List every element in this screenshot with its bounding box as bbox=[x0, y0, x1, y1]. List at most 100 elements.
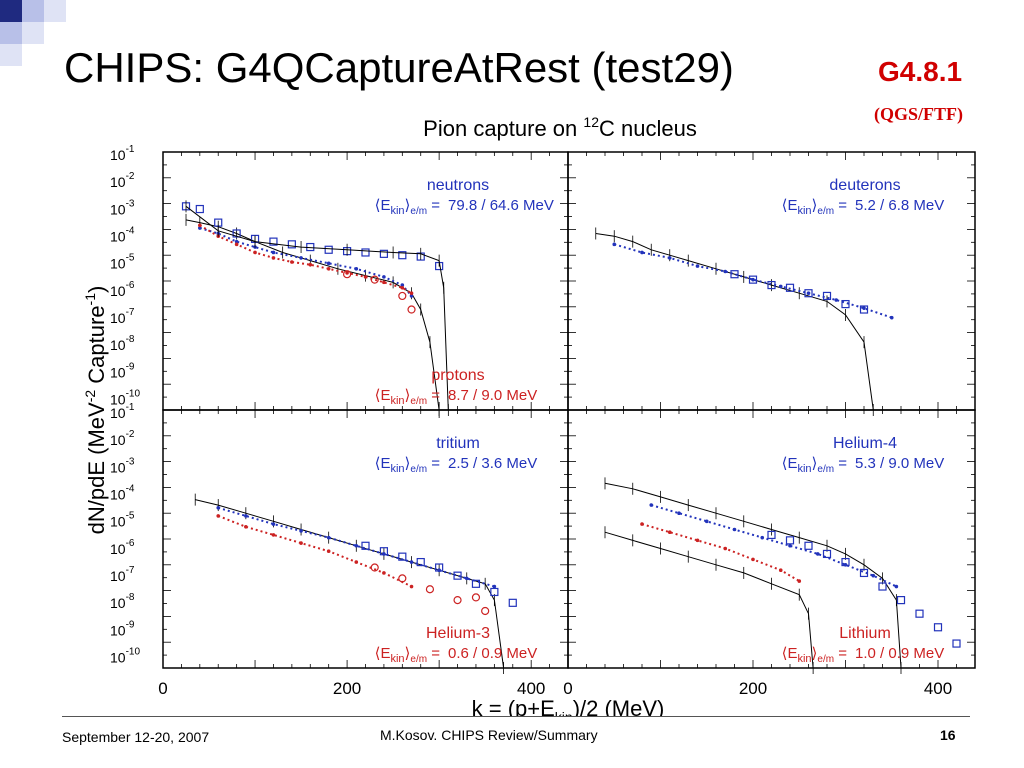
y-tick-label: 10-7 bbox=[110, 307, 135, 326]
data-point bbox=[398, 251, 407, 260]
data-point bbox=[841, 299, 850, 309]
data-point bbox=[815, 552, 820, 556]
x-tick-label: 400 bbox=[924, 679, 952, 698]
y-tick-exp: -7 bbox=[126, 565, 135, 576]
y-tick-exp: -6 bbox=[126, 280, 135, 291]
y-tick-base: 10 bbox=[110, 568, 126, 584]
data-point bbox=[464, 576, 469, 581]
panel-frame bbox=[162, 409, 569, 669]
series-chips-red bbox=[640, 522, 802, 583]
y-tick-exp: -8 bbox=[126, 592, 135, 603]
data-point bbox=[748, 275, 758, 284]
y-axis-label-sup: -2 bbox=[82, 390, 98, 403]
y-tick-label: 10-1 bbox=[110, 144, 135, 163]
chart-title-sup: 12 bbox=[583, 114, 599, 130]
data-trend bbox=[651, 504, 897, 588]
data-point bbox=[308, 262, 313, 267]
panel-label: tritium ⟨Ekin⟩e/m = 2.5 / 3.6 MeV bbox=[375, 435, 538, 475]
panel-label: Lithium ⟨Ekin⟩e/m = 1.0 / 0.9 MeV bbox=[782, 625, 945, 665]
y-tick-exp: -4 bbox=[126, 225, 135, 236]
x-axis-label: k = (p+Ekin)/2 (MeV) bbox=[472, 696, 665, 716]
y-tick-exp: -1 bbox=[126, 402, 135, 413]
data-point bbox=[894, 584, 899, 589]
decor-square bbox=[0, 22, 22, 44]
data-point bbox=[767, 280, 776, 290]
y-tick-exp: -1 bbox=[126, 144, 135, 155]
data-point bbox=[952, 639, 961, 648]
data-trend bbox=[641, 523, 800, 582]
data-point bbox=[730, 270, 739, 279]
data-point bbox=[354, 543, 359, 548]
data-point bbox=[471, 579, 481, 588]
data-point bbox=[859, 305, 869, 314]
y-tick-exp: -10 bbox=[126, 388, 141, 399]
data-point bbox=[361, 248, 370, 257]
slide-title: CHIPS: G4QCaptureAtRest (test29) bbox=[64, 44, 734, 91]
chart-panel: deuterons ⟨Ekin⟩e/m = 5.2 / 6.8 MeV bbox=[567, 151, 976, 416]
series-data bbox=[604, 477, 902, 674]
y-tick-label: 10-5 bbox=[110, 511, 135, 530]
y-tick-label: 10-7 bbox=[110, 565, 135, 584]
y-tick-base: 10 bbox=[110, 228, 126, 244]
particle-name: Helium-4 bbox=[833, 435, 897, 452]
data-point bbox=[822, 549, 832, 559]
data-point bbox=[822, 291, 832, 301]
y-tick-label: 10-5 bbox=[110, 253, 135, 272]
data-point bbox=[409, 584, 414, 589]
y-tick-exp: -2 bbox=[126, 429, 135, 440]
pion-capture-figure: Pion capture on 12C nucleus neutrons ⟨Eki… bbox=[82, 114, 976, 716]
ekin-value: 8.7 / 9.0 MeV bbox=[448, 387, 537, 404]
y-tick-label: 10-2 bbox=[110, 429, 135, 448]
chart-title: Pion capture on 12C nucleus bbox=[423, 114, 697, 141]
data-point bbox=[471, 593, 481, 602]
y-tick-exp: -3 bbox=[126, 456, 135, 467]
y-tick-label: 10-8 bbox=[110, 334, 135, 353]
y-tick-base: 10 bbox=[110, 541, 126, 557]
data-point bbox=[342, 270, 352, 279]
ekin-value: 5.3 / 9.0 MeV bbox=[855, 455, 944, 472]
y-tick-base: 10 bbox=[110, 174, 126, 190]
y-tick-label: 10-4 bbox=[110, 225, 135, 244]
data-point bbox=[804, 541, 813, 550]
panel-label: protons ⟨Ekin⟩e/m = 8.7 / 9.0 MeV bbox=[375, 367, 538, 407]
particle-name: neutrons bbox=[427, 177, 489, 194]
data-point bbox=[398, 552, 407, 561]
y-tick-base: 10 bbox=[110, 514, 126, 530]
series-data bbox=[595, 227, 874, 416]
x-tick-label: 400 bbox=[517, 679, 545, 698]
data-point bbox=[785, 283, 795, 292]
y-tick-base: 10 bbox=[110, 256, 126, 272]
data-point bbox=[767, 530, 776, 540]
series-chips-blue bbox=[612, 242, 894, 320]
y-tick-label: 10-6 bbox=[110, 280, 135, 299]
panel-label: Helium-4 ⟨Ekin⟩e/m = 5.3 / 9.0 MeV bbox=[782, 435, 945, 475]
series-blue-squares bbox=[767, 530, 961, 648]
ekin-value: 1.0 / 0.9 MeV bbox=[855, 645, 944, 662]
x-axis-label-end: )/2 (MeV) bbox=[573, 696, 665, 716]
chart-panel: neutrons ⟨Ekin⟩e/m = 79.8 / 64.6 MeV proton… bbox=[162, 151, 569, 416]
y-tick-base: 10 bbox=[110, 201, 126, 217]
series-chips-red bbox=[216, 514, 414, 589]
data-point bbox=[379, 547, 389, 556]
data-point bbox=[481, 606, 490, 616]
data-point bbox=[933, 623, 943, 632]
footer-author: M.Kosov. CHIPS Review/Summary bbox=[380, 727, 598, 743]
ekin-symbol: ⟨Ekin⟩e/m = bbox=[375, 455, 441, 475]
data-point bbox=[324, 245, 333, 254]
data-point bbox=[271, 533, 276, 537]
series-blue-squares bbox=[361, 541, 517, 607]
series-data bbox=[185, 213, 440, 416]
data-point bbox=[370, 275, 379, 284]
series-data bbox=[185, 200, 449, 416]
data-point bbox=[269, 237, 278, 246]
y-axis-label-mid: Capture bbox=[84, 305, 109, 389]
y-tick-label: 10-4 bbox=[110, 483, 135, 502]
y-tick-base: 10 bbox=[110, 595, 126, 611]
data-point bbox=[195, 204, 204, 214]
y-tick-exp: -3 bbox=[126, 198, 135, 209]
ekin-symbol: ⟨Ekin⟩e/m = bbox=[782, 645, 848, 665]
ekin-value: 2.5 / 3.6 MeV bbox=[448, 455, 537, 472]
data-point bbox=[677, 511, 681, 515]
chart-panels: neutrons ⟨Ekin⟩e/m = 79.8 / 64.6 MeV proton… bbox=[162, 151, 976, 674]
data-point bbox=[841, 557, 850, 567]
